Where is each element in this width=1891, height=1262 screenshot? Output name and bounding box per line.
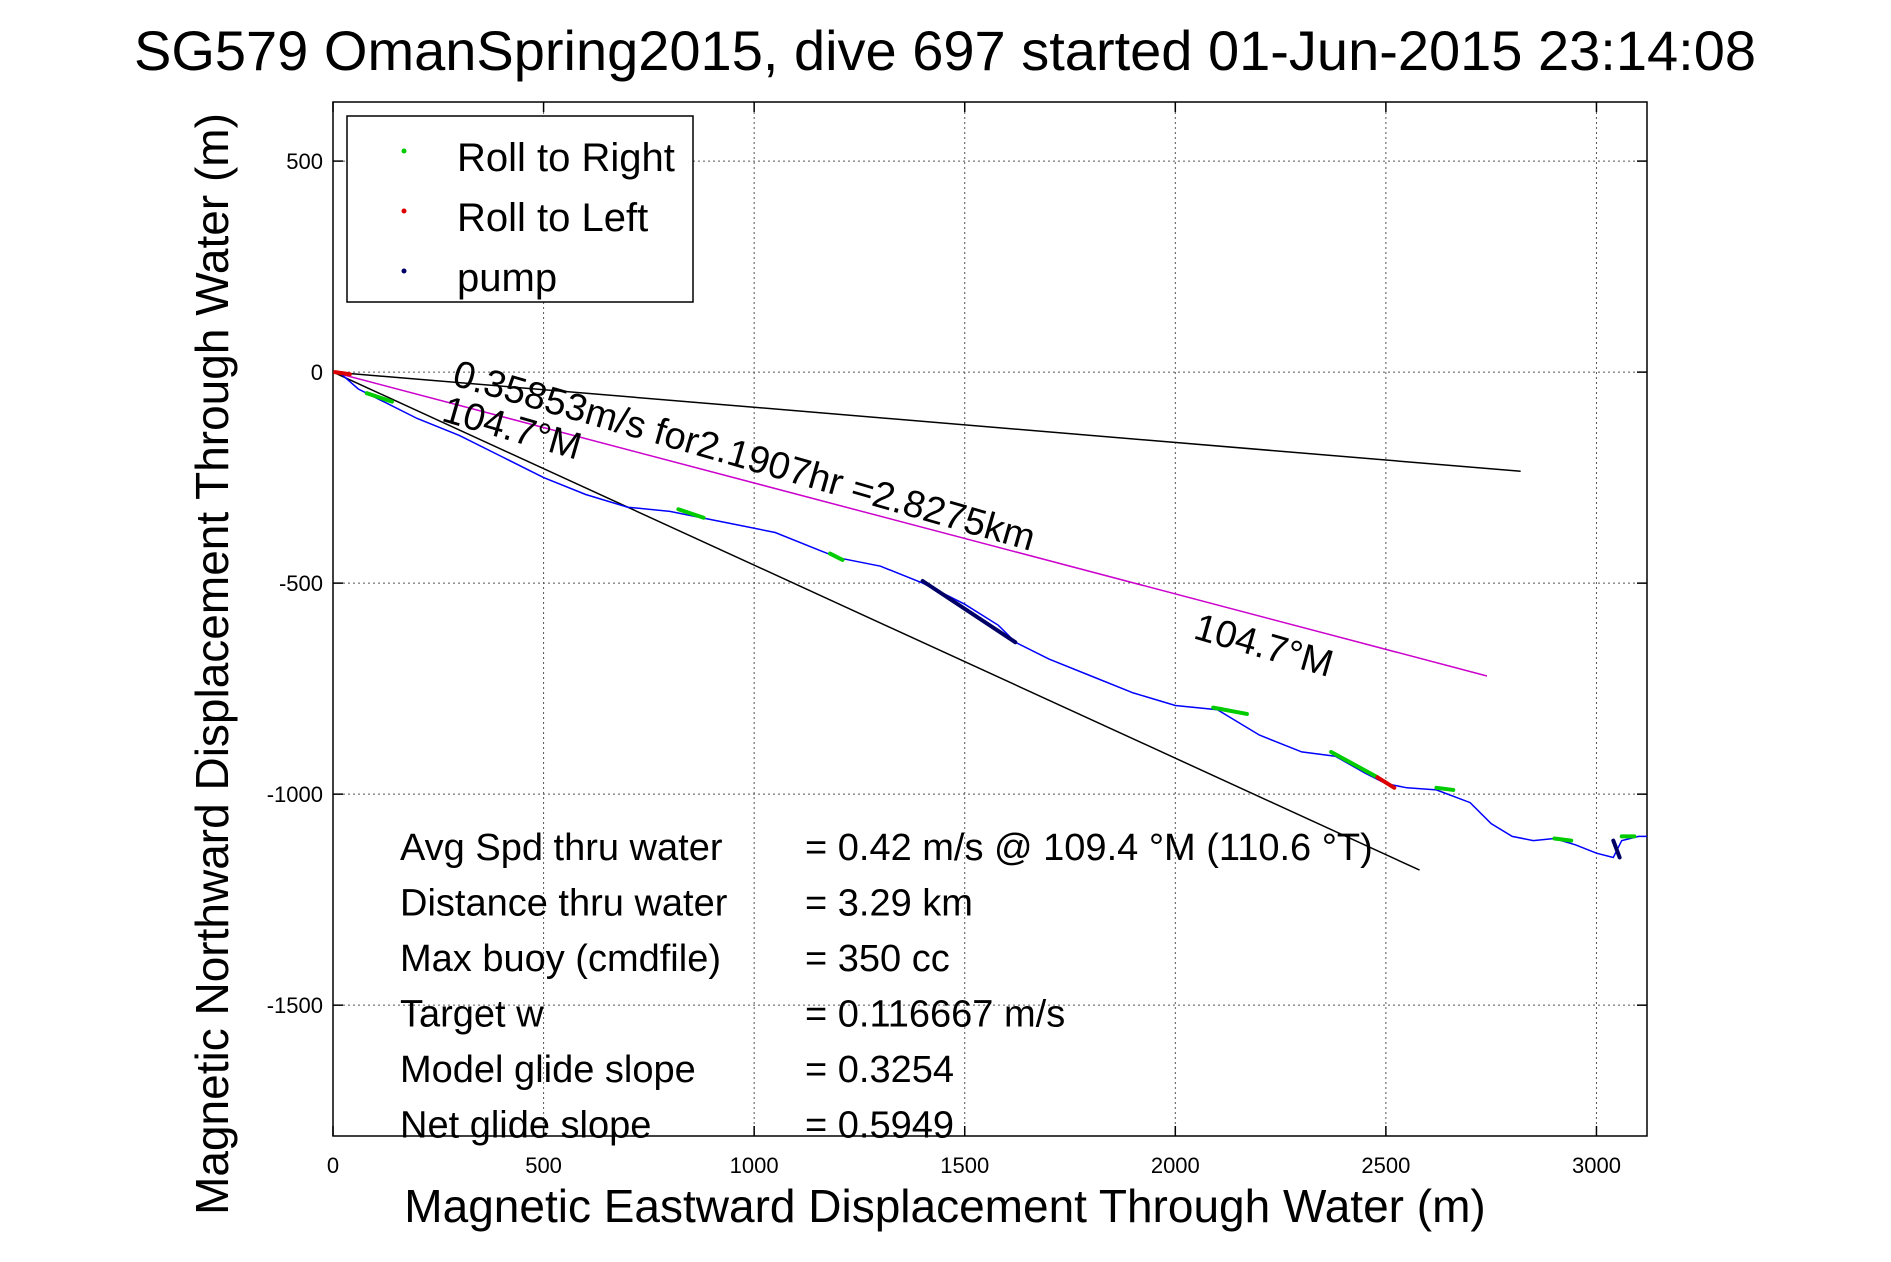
stat-label: Target w <box>400 994 544 1036</box>
pump-segment <box>1611 838 1622 860</box>
plot-data <box>333 370 1647 871</box>
reference-line-heading-track <box>333 371 1420 871</box>
roll-right-segment <box>1552 836 1574 843</box>
roll-right-segment <box>1434 785 1456 792</box>
stat-value: = 0.3254 <box>805 1049 954 1091</box>
x-tick-label: 1500 <box>940 1153 989 1178</box>
x-axis-label: Magnetic Eastward Displacement Through W… <box>404 1180 1485 1232</box>
y-axis-label: Magnetic Northward Displacement Through … <box>186 113 238 1215</box>
roll-left-segment <box>333 370 352 377</box>
legend-marker <box>401 208 407 214</box>
pump-segment <box>920 579 1018 645</box>
x-tick-label: 0 <box>327 1153 339 1178</box>
stat-value: = 350 cc <box>805 938 950 980</box>
roll-right-segment <box>676 507 706 520</box>
stat-value: = 3.29 km <box>805 883 973 925</box>
y-tick-label: -1500 <box>267 993 323 1018</box>
glider-track-line <box>333 371 1647 859</box>
stat-value: = 0.116667 m/s <box>805 994 1065 1036</box>
legend: Roll to Right Roll to Left pump <box>346 115 694 303</box>
x-tick-label: 2500 <box>1361 1153 1410 1178</box>
x-tick-label: 1000 <box>730 1153 779 1178</box>
y-tick-label: 0 <box>311 360 323 385</box>
stat-value: = 0.42 m/s @ 109.4 °M (110.6 °T) <box>805 827 1373 869</box>
reference-line-current <box>333 371 1521 473</box>
legend-marker <box>401 148 407 154</box>
stat-label: Model glide slope <box>400 1049 696 1091</box>
stat-label: Net glide slope <box>400 1105 651 1147</box>
roll-right-segment <box>1329 749 1380 780</box>
chart-title: SG579 OmanSpring2015, dive 697 started 0… <box>134 19 1756 82</box>
roll-right-segment <box>364 391 394 404</box>
x-tick-label: 2000 <box>1151 1153 1200 1178</box>
y-tick-label: -1000 <box>267 782 323 807</box>
legend-entry-label: Roll to Right <box>457 136 675 180</box>
roll-right-segment <box>1211 705 1249 716</box>
reference-line-heading <box>333 371 1488 677</box>
legend-marker <box>401 268 407 274</box>
x-tick-label: 3000 <box>1572 1153 1621 1178</box>
legend-entry-label: Roll to Left <box>457 196 648 240</box>
axes-box <box>332 101 1648 1137</box>
y-tick-label: 500 <box>286 149 323 174</box>
stat-value: = 0.5949 <box>805 1105 954 1147</box>
y-tick-label: -500 <box>279 571 323 596</box>
roll-left-segment <box>1375 775 1397 790</box>
stats-block: Avg Spd thru water = 0.42 m/s @ 109.4 °M … <box>400 827 1373 1147</box>
stat-label: Avg Spd thru water <box>400 827 723 869</box>
roll-right-segment <box>827 551 845 562</box>
stat-label: Max buoy (cmdfile) <box>400 938 721 980</box>
x-tick-label: 500 <box>525 1153 562 1178</box>
legend-entry-label: pump <box>457 256 557 300</box>
stat-label: Distance thru water <box>400 883 728 925</box>
